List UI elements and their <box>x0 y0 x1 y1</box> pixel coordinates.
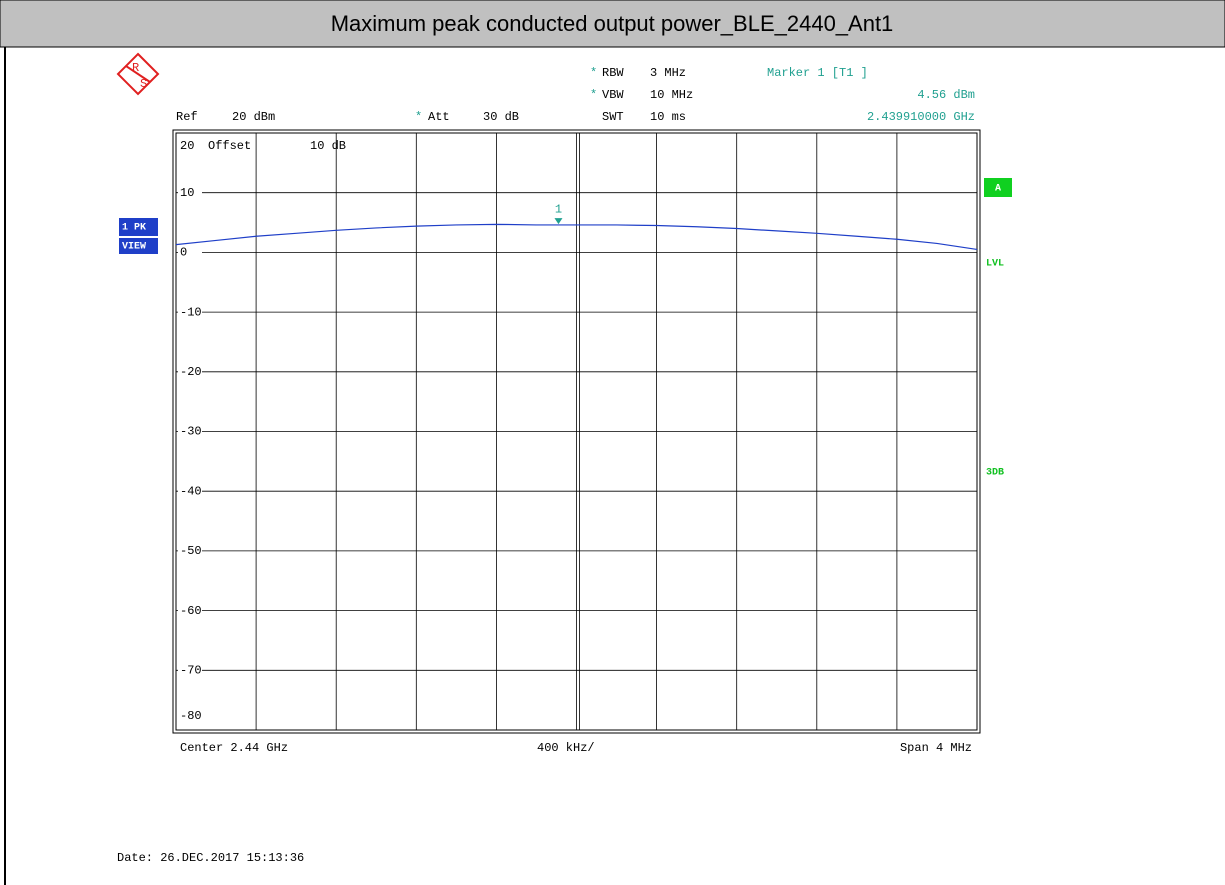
att-label: Att <box>428 110 450 124</box>
tick-label-bg <box>178 306 202 319</box>
tick-label-bg <box>178 664 202 677</box>
mode-box <box>119 218 158 236</box>
star: * <box>590 66 597 80</box>
y-tick-label: -10 <box>180 305 202 319</box>
db3: 3DB <box>986 468 1004 479</box>
marker <box>554 218 563 225</box>
lvl: LVL <box>986 259 1004 270</box>
offset-label: Offset <box>208 139 251 153</box>
y-tick-label: -50 <box>180 544 202 558</box>
ref-label: Ref <box>176 110 198 124</box>
y-tick-label: -40 <box>180 484 202 498</box>
logo-s: S <box>140 77 147 91</box>
tick-label-bg <box>178 425 202 438</box>
star: * <box>415 110 422 124</box>
logo-line <box>125 65 151 83</box>
tick-label-bg <box>178 186 202 199</box>
logo: R S <box>116 52 160 96</box>
star: * <box>590 88 597 102</box>
date: Date: 26.DEC.2017 15:13:36 <box>117 851 304 865</box>
per-div: 400 kHz/ <box>537 741 595 755</box>
swt-label: SWT <box>602 110 624 124</box>
span: Span 4 MHz <box>900 741 972 755</box>
ref: 20 dBm <box>232 110 275 124</box>
y-tick-label: -80 <box>180 709 202 723</box>
trace-box <box>984 178 1012 197</box>
marker-title: Marker 1 [T1 ] <box>767 66 868 80</box>
tick-label-bg <box>178 140 202 152</box>
y-tick-label: 0 <box>180 246 187 260</box>
marker-level: 4.56 dBm <box>917 88 975 102</box>
att: 30 dB <box>483 110 519 124</box>
vbw-label: VBW <box>602 88 624 102</box>
title-bar <box>0 0 1225 48</box>
trace-view: VIEW <box>122 242 146 253</box>
tick-label-bg <box>178 365 202 378</box>
rbw: 3 MHz <box>650 66 686 80</box>
chart-title: Maximum peak conducted output power_BLE_… <box>331 11 894 36</box>
rbw-label: RBW <box>602 66 624 80</box>
frame-outer <box>172 129 981 734</box>
offset: 10 dB <box>310 139 346 153</box>
y-tick-label: -70 <box>180 663 202 677</box>
marker-frequency: 2.439910000 GHz <box>867 110 975 124</box>
tick-label-bg <box>178 485 202 498</box>
tick-label-bg <box>178 710 202 722</box>
y-tick-label: 20 <box>180 139 194 153</box>
y-tick-label: -60 <box>180 604 202 618</box>
view-box <box>119 238 158 254</box>
y-tick-label: -20 <box>180 365 202 379</box>
vbw: 10 MHz <box>650 88 693 102</box>
tick-label-bg <box>178 604 202 617</box>
tick-label-bg <box>178 544 202 557</box>
tick-label-bg <box>178 246 202 259</box>
center: Center 2.44 GHz <box>180 741 288 755</box>
y-tick-label: 10 <box>180 186 194 200</box>
swt: 10 ms <box>650 110 686 124</box>
marker-label: 1 <box>555 202 562 216</box>
trace-mode: 1 PK <box>122 223 146 234</box>
trace <box>175 223 978 251</box>
trace-a: A <box>995 184 1001 195</box>
logo-r: R <box>132 61 139 75</box>
y-tick-label: -30 <box>180 425 202 439</box>
